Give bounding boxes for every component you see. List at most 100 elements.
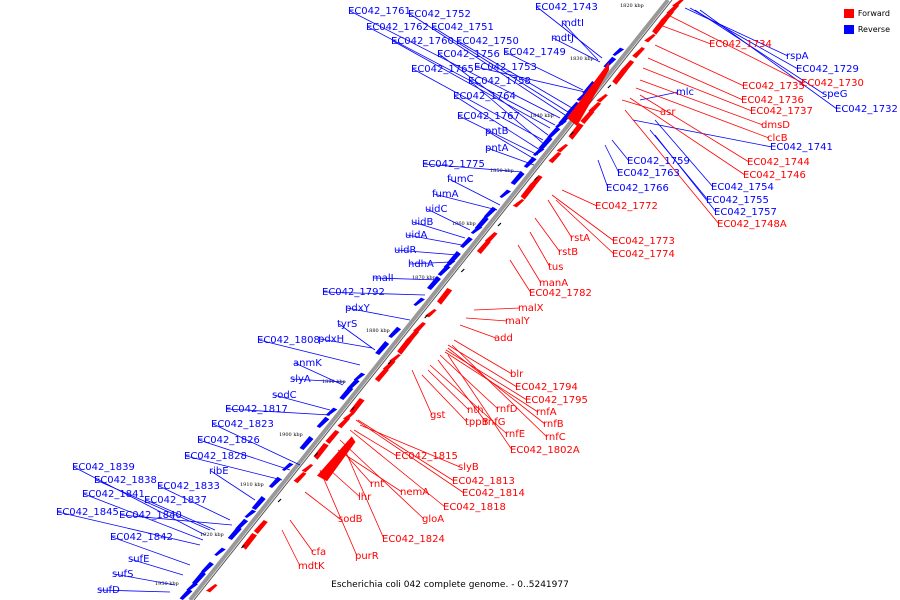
reverse-gene-arrow[interactable]	[201, 561, 214, 573]
forward-gene-arrow[interactable]	[301, 464, 314, 473]
reverse-gene-arrow[interactable]	[339, 386, 354, 400]
reverse-gene-label-ec042-1764[interactable]: EC042_1764	[453, 91, 516, 102]
reverse-gene-arrow[interactable]	[227, 526, 242, 540]
forward-gene-label-ec042-1736[interactable]: EC042_1736	[741, 95, 804, 106]
reverse-gene-label-pdxh[interactable]: pdxH	[318, 334, 344, 345]
reverse-gene-label-sodc[interactable]: sodC	[272, 390, 297, 401]
forward-gene-label-clcb[interactable]: clcB	[767, 133, 788, 144]
reverse-gene-label-sufe[interactable]: sufE	[128, 554, 149, 565]
reverse-gene-arrow[interactable]	[388, 326, 402, 338]
reverse-gene-label-ec042-1765[interactable]: EC042_1765	[411, 64, 474, 75]
reverse-gene-arrow[interactable]	[325, 407, 338, 416]
forward-gene-arrow[interactable]	[612, 68, 628, 85]
reverse-gene-label-hdha[interactable]: hdhA	[408, 259, 434, 270]
reverse-gene-arrow[interactable]	[375, 341, 390, 355]
reverse-gene-label-ec042-1756[interactable]: EC042_1756	[437, 49, 500, 60]
reverse-gene-label-ec042-1826[interactable]: EC042_1826	[197, 435, 260, 446]
forward-gene-arrow[interactable]	[241, 533, 258, 550]
reverse-gene-arrow[interactable]	[426, 276, 441, 290]
reverse-gene-arrow[interactable]	[353, 372, 366, 381]
reverse-gene-label-ec042-1767[interactable]: EC042_1767	[457, 111, 520, 122]
reverse-gene-arrow[interactable]	[214, 547, 226, 556]
forward-gene-label-ec042-1772[interactable]: EC042_1772	[595, 201, 658, 212]
forward-gene-label-ec042-1774[interactable]: EC042_1774	[612, 249, 675, 260]
forward-gene-label-maly[interactable]: malY	[505, 316, 531, 327]
forward-gene-large-arrow[interactable]	[317, 436, 356, 482]
forward-gene-label-cfa[interactable]: cfa	[311, 547, 326, 558]
reverse-gene-label-ec042-1823[interactable]: EC042_1823	[211, 419, 274, 430]
reverse-gene-label-ec042-1754[interactable]: EC042_1754	[711, 182, 774, 193]
reverse-gene-label-ec042-1749[interactable]: EC042_1749	[503, 47, 566, 58]
reverse-gene-arrow[interactable]	[191, 571, 206, 585]
reverse-gene-arrow[interactable]	[510, 171, 525, 185]
reverse-gene-arrow[interactable]	[547, 126, 561, 138]
reverse-gene-label-pntb[interactable]: pntB	[485, 126, 509, 137]
reverse-gene-label-ec042-1837[interactable]: EC042_1837	[144, 495, 207, 506]
forward-gene-label-dmsd[interactable]: dmsD	[761, 120, 790, 131]
forward-gene-arrow[interactable]	[644, 34, 656, 43]
forward-gene-arrow[interactable]	[337, 417, 351, 429]
forward-gene-label-nema[interactable]: nemA	[400, 487, 429, 498]
reverse-gene-arrow[interactable]	[483, 206, 497, 218]
forward-gene-arrow[interactable]	[512, 199, 525, 208]
reverse-gene-label-uida[interactable]: uidA	[405, 230, 427, 241]
forward-gene-arrow[interactable]	[588, 102, 602, 114]
reverse-gene-label-ec042-1741[interactable]: EC042_1741	[770, 142, 833, 153]
forward-gene-label-purr[interactable]: purR	[355, 551, 379, 562]
forward-gene-arrow[interactable]	[205, 584, 218, 593]
forward-gene-arrow[interactable]	[253, 520, 268, 534]
reverse-gene-arrow[interactable]	[538, 136, 553, 150]
reverse-gene-arrow[interactable]	[413, 297, 425, 306]
reverse-gene-label-sufs[interactable]: sufS	[112, 569, 133, 580]
forward-gene-arrow[interactable]	[293, 472, 307, 484]
forward-gene-label-rnfa[interactable]: rnfA	[536, 407, 557, 418]
reverse-gene-label-ec042-1732[interactable]: EC042_1732	[835, 104, 898, 115]
reverse-gene-label-ec042-1762[interactable]: EC042_1762	[366, 22, 429, 33]
forward-gene-arrow[interactable]	[484, 232, 498, 244]
reverse-gene-arrow[interactable]	[268, 476, 282, 488]
forward-gene-label-ec042-1814[interactable]: EC042_1814	[462, 488, 525, 499]
forward-gene-arrow[interactable]	[652, 18, 668, 35]
forward-gene-label-add[interactable]: add	[494, 333, 513, 344]
forward-gene-label-ec042-1824[interactable]: EC042_1824	[382, 534, 445, 545]
reverse-gene-arrow[interactable]	[437, 264, 451, 276]
forward-gene-label-ec042-1794[interactable]: EC042_1794	[515, 382, 578, 393]
reverse-gene-label-uidb[interactable]: uidB	[411, 217, 433, 228]
reverse-gene-arrow[interactable]	[532, 147, 545, 156]
reverse-gene-label-ec042-1817[interactable]: EC042_1817	[225, 404, 288, 415]
forward-gene-label-mdtk[interactable]: mdtK	[298, 561, 325, 572]
forward-gene-arrow[interactable]	[437, 288, 453, 305]
reverse-gene-label-ec042-1845[interactable]: EC042_1845	[56, 507, 119, 518]
reverse-gene-label-ec042-1763[interactable]: EC042_1763	[617, 168, 680, 179]
reverse-gene-label-ec042-1792[interactable]: EC042_1792	[322, 287, 385, 298]
forward-gene-arrow[interactable]	[325, 430, 340, 444]
reverse-gene-label-fuma[interactable]: fumA	[432, 189, 459, 200]
reverse-gene-label-ec042-1743[interactable]: EC042_1743	[535, 2, 598, 13]
reverse-gene-label-ec042-1775[interactable]: EC042_1775	[422, 159, 485, 170]
forward-gene-label-asr[interactable]: asr	[660, 107, 676, 118]
forward-gene-label-ec042-1734[interactable]: EC042_1734	[709, 39, 772, 50]
forward-gene-label-ec042-1815[interactable]: EC042_1815	[395, 451, 458, 462]
forward-gene-label-ec042-1795[interactable]: EC042_1795	[525, 395, 588, 406]
forward-gene-arrow[interactable]	[632, 47, 645, 59]
forward-gene-arrow[interactable]	[313, 443, 329, 460]
reverse-gene-label-ec042-1828[interactable]: EC042_1828	[184, 451, 247, 462]
reverse-gene-arrow[interactable]	[460, 236, 473, 248]
reverse-gene-arrow[interactable]	[470, 225, 483, 234]
reverse-gene-label-sufd[interactable]: sufD	[97, 585, 120, 596]
forward-gene-arrow[interactable]	[413, 322, 426, 334]
forward-gene-arrow[interactable]	[568, 123, 584, 140]
reverse-gene-arrow[interactable]	[186, 582, 198, 591]
reverse-gene-arrow[interactable]	[179, 588, 193, 600]
reverse-gene-label-ec042-1808[interactable]: EC042_1808	[257, 335, 320, 346]
forward-gene-label-tus[interactable]: tus	[548, 262, 563, 273]
reverse-gene-label-tyrs[interactable]: tyrS	[337, 319, 357, 330]
forward-gene-label-slyb[interactable]: slyB	[458, 462, 479, 473]
forward-gene-label-rnfg[interactable]: rnfG	[484, 417, 506, 428]
forward-gene-label-gloa[interactable]: gloA	[422, 514, 444, 525]
reverse-gene-label-mdtj[interactable]: mdtJ	[551, 33, 574, 44]
forward-gene-arrow[interactable]	[374, 368, 389, 382]
reverse-gene-label-ec042-1766[interactable]: EC042_1766	[606, 183, 669, 194]
reverse-gene-label-fumc[interactable]: fumC	[447, 174, 474, 185]
reverse-gene-label-ec042-1833[interactable]: EC042_1833	[157, 481, 220, 492]
